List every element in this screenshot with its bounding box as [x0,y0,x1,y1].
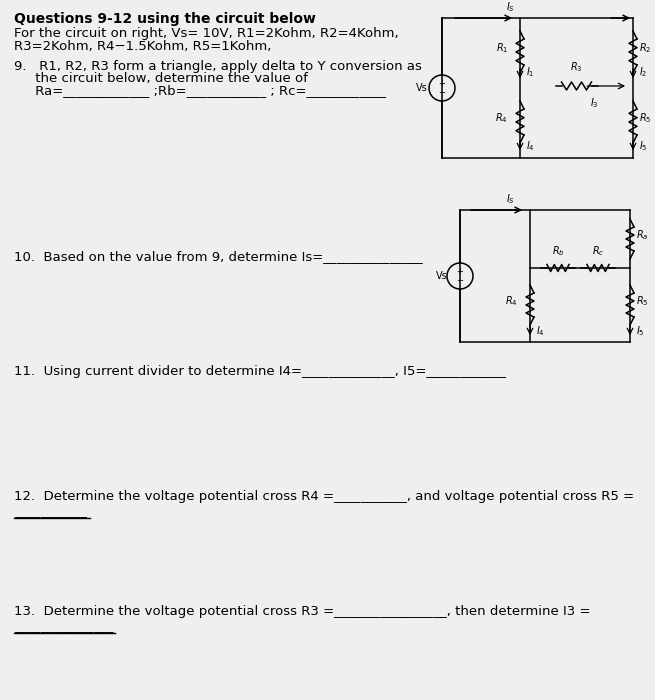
Text: $I_S$: $I_S$ [506,0,514,14]
Text: −: − [438,88,445,97]
Text: $I_4$: $I_4$ [536,324,545,338]
Text: R3=2Kohm, R4−1.5Kohm, R5=1Kohm,: R3=2Kohm, R4−1.5Kohm, R5=1Kohm, [14,40,271,53]
Text: ___________: ___________ [14,505,87,518]
Text: _______________: _______________ [14,620,113,633]
Text: $R_a$: $R_a$ [636,228,648,242]
Text: $R_2$: $R_2$ [639,41,651,55]
Text: 11.  Using current divider to determine I4=______________, I5=____________: 11. Using current divider to determine I… [14,365,506,378]
Text: $I_4$: $I_4$ [526,139,535,153]
Text: $R_5$: $R_5$ [639,111,652,125]
Text: +: + [439,78,445,88]
Text: Vs: Vs [436,271,448,281]
Text: Questions 9-12 using the circuit below: Questions 9-12 using the circuit below [14,12,316,26]
Text: 9.   R1, R2, R3 form a triangle, apply delta to Y conversion as: 9. R1, R2, R3 form a triangle, apply del… [14,60,422,73]
Text: the circuit below, determine the value of: the circuit below, determine the value o… [14,72,308,85]
Text: $I_5$: $I_5$ [639,139,648,153]
Text: $R_c$: $R_c$ [592,244,604,258]
Text: $R_b$: $R_b$ [552,244,565,258]
Text: 13.  Determine the voltage potential cross R3 =_________________, then determine: 13. Determine the voltage potential cros… [14,605,591,618]
Text: $R_4$: $R_4$ [505,294,518,308]
Text: $R_1$: $R_1$ [496,41,508,55]
Text: $I_1$: $I_1$ [526,65,534,79]
Text: $I_5$: $I_5$ [636,324,645,338]
Text: $R_4$: $R_4$ [495,111,508,125]
Text: $I_S$: $I_S$ [506,193,514,206]
Text: Vs: Vs [416,83,428,93]
Text: −: − [457,276,464,286]
Text: $R_3$: $R_3$ [571,60,583,74]
Text: $I_3$: $I_3$ [590,96,599,110]
Text: For the circuit on right, Vs= 10V, R1=2Kohm, R2=4Kohm,: For the circuit on right, Vs= 10V, R1=2K… [14,27,399,40]
Text: $I_2$: $I_2$ [639,65,647,79]
Text: +: + [457,267,464,276]
Text: 12.  Determine the voltage potential cross R4 =___________, and voltage potentia: 12. Determine the voltage potential cros… [14,490,634,503]
Text: 10.  Based on the value from 9, determine Is=_______________: 10. Based on the value from 9, determine… [14,250,422,263]
Text: $R_5$: $R_5$ [636,294,648,308]
Text: Ra=_____________ ;Rb=____________ ; Rc=____________: Ra=_____________ ;Rb=____________ ; Rc=_… [14,84,386,97]
